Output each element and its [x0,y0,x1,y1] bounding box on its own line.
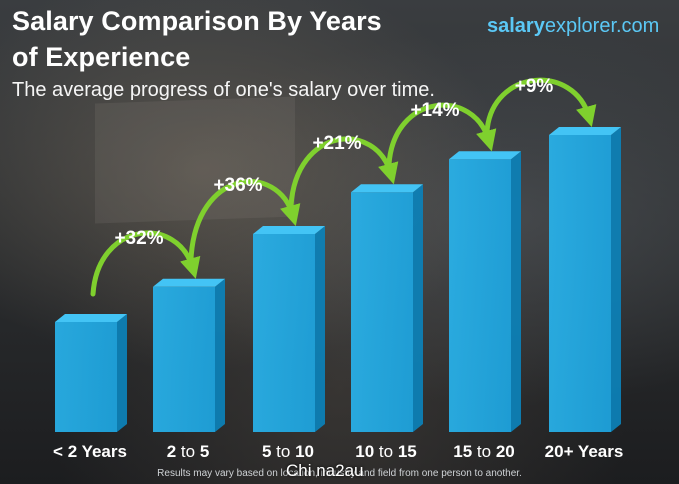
bar-top-5 [549,127,621,135]
bar-0 [55,322,117,432]
bar-side-3 [413,184,423,432]
bar-top-3 [351,184,423,192]
bar-2 [253,234,315,432]
x-tick-label-2: 5 to 10 [262,442,314,461]
increase-label-4: +9% [515,76,554,97]
x-tick-label-1: 2 to 5 [167,442,210,461]
bar-4 [449,159,511,432]
watermark-text: Chi na2au [286,461,364,481]
x-tick-label-3: 10 to 15 [355,442,416,461]
bar-side-4 [511,151,521,432]
bar-5 [549,135,611,432]
x-tick-label-5: 20+ Years [545,442,624,461]
bar-top-1 [153,279,225,287]
increase-label-1: +36% [213,175,262,196]
increase-label-2: +21% [312,133,361,154]
bar-top-4 [449,151,521,159]
bar-top-2 [253,226,325,234]
x-tick-label-4: 15 to 20 [453,442,514,461]
bar-side-5 [611,127,621,432]
increase-label-3: +14% [410,100,459,121]
bar-side-2 [315,226,325,432]
x-tick-label-0: < 2 Years [53,442,127,461]
bar-3 [351,192,413,432]
bar-1 [153,287,215,432]
increase-label-0: +32% [114,228,163,249]
bar-side-1 [215,279,225,432]
bar-top-0 [55,314,127,322]
bar-side-0 [117,314,127,432]
